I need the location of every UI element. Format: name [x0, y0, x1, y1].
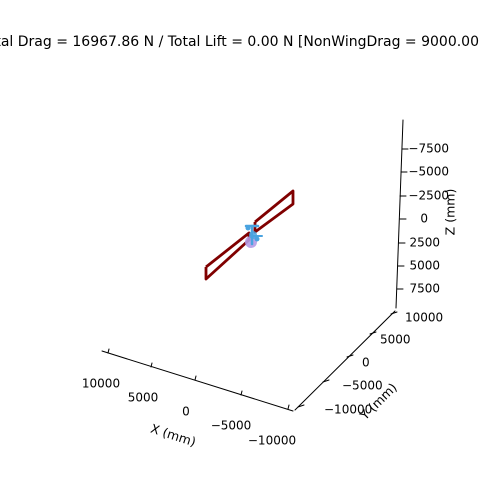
body-marker-blue	[245, 225, 251, 231]
chart-title: Total Drag = 16967.86 N / Total Lift = 0…	[0, 34, 480, 50]
x-tick-label: −5000	[211, 419, 252, 433]
y-axis-line	[294, 310, 396, 411]
y-tick-mark	[322, 379, 330, 383]
z-tick-label: −5000	[408, 165, 449, 179]
x-tick-label: 0	[182, 405, 190, 419]
x-axis-line	[101, 350, 294, 412]
x-tick-mark	[240, 390, 243, 396]
y-tick-mark	[390, 311, 398, 315]
z-tick-label: −7500	[408, 142, 449, 156]
wing-right-outline	[253, 189, 295, 234]
x-tick-label: 10000	[82, 377, 120, 391]
wing-left-outline	[204, 231, 251, 281]
z-tick-label: 0	[420, 212, 428, 226]
y-tick-label: 0	[362, 356, 370, 370]
x-tick-label: 5000	[128, 391, 159, 405]
x-tick-mark	[287, 404, 290, 410]
x-tick-label: −10000	[248, 434, 296, 448]
z-axis-line	[395, 119, 404, 309]
y-tick-label: 10000	[405, 311, 443, 325]
y-tick-label: 5000	[380, 333, 411, 347]
y-tick-label: −5000	[342, 379, 383, 393]
y-tick-mark	[369, 331, 377, 335]
x-axis-label: X (mm)	[149, 421, 198, 450]
x-tick-mark	[107, 348, 110, 354]
z-tick-label: 2500	[409, 236, 440, 250]
plot-marks	[204, 189, 295, 281]
z-tick-label: −2500	[408, 189, 449, 203]
y-tick-mark	[297, 404, 305, 408]
body-marker-blue	[254, 236, 260, 242]
z-axis-label: Z (mm)	[443, 189, 458, 236]
x-tick-mark	[150, 362, 153, 368]
z-tick-label: 7500	[409, 282, 440, 296]
x-tick-mark	[194, 375, 197, 381]
y-tick-label: −10000	[324, 403, 372, 417]
y-tick-mark	[346, 354, 354, 358]
z-tick-label: 5000	[409, 259, 440, 273]
